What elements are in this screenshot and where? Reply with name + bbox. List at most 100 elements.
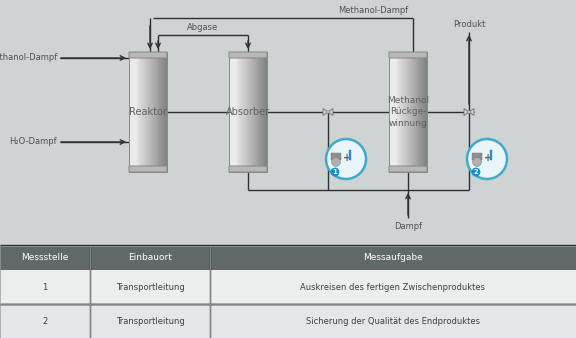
Bar xyxy=(135,52,136,172)
FancyBboxPatch shape xyxy=(389,52,427,58)
Bar xyxy=(413,52,414,172)
Bar xyxy=(249,52,250,172)
Bar xyxy=(253,52,255,172)
Bar xyxy=(165,52,166,172)
Bar xyxy=(419,52,420,172)
FancyBboxPatch shape xyxy=(129,52,167,58)
Text: Methanol
Rückge-
winnung: Methanol Rückge- winnung xyxy=(387,96,429,128)
Bar xyxy=(403,52,404,172)
Bar xyxy=(424,52,425,172)
Bar xyxy=(234,52,236,172)
Bar xyxy=(243,52,244,172)
Bar xyxy=(156,52,157,172)
Bar xyxy=(245,52,246,172)
Bar xyxy=(238,52,240,172)
Bar xyxy=(399,52,400,172)
Bar xyxy=(242,52,243,172)
Bar xyxy=(331,153,341,160)
Text: Produkt: Produkt xyxy=(453,20,485,29)
Bar xyxy=(422,52,423,172)
Bar xyxy=(132,52,133,172)
Bar xyxy=(154,52,156,172)
Bar xyxy=(266,52,267,172)
Bar xyxy=(407,52,408,172)
Bar xyxy=(393,52,394,172)
Bar xyxy=(229,52,230,172)
Bar xyxy=(490,150,492,160)
Text: Absorber: Absorber xyxy=(226,107,270,117)
Circle shape xyxy=(327,111,329,113)
Bar xyxy=(397,52,399,172)
Bar xyxy=(247,52,248,172)
Bar xyxy=(389,52,427,172)
Bar xyxy=(0,246,576,338)
Text: H₂O-Dampf: H₂O-Dampf xyxy=(9,138,57,146)
Bar xyxy=(241,52,242,172)
Bar xyxy=(229,52,267,172)
Bar xyxy=(0,245,576,246)
Bar xyxy=(144,52,145,172)
Bar xyxy=(400,52,401,172)
Bar xyxy=(131,52,132,172)
Bar xyxy=(402,52,403,172)
Bar xyxy=(0,0,576,245)
Bar xyxy=(153,52,154,172)
Circle shape xyxy=(467,139,507,179)
Bar xyxy=(0,270,576,304)
Text: Transportleitung: Transportleitung xyxy=(116,283,184,291)
Bar xyxy=(349,150,351,160)
Circle shape xyxy=(472,158,482,166)
Circle shape xyxy=(332,158,340,166)
FancyBboxPatch shape xyxy=(129,166,167,172)
Bar xyxy=(133,52,134,172)
Bar xyxy=(257,52,259,172)
Bar xyxy=(410,52,411,172)
Text: Dampf: Dampf xyxy=(394,222,422,231)
Bar xyxy=(129,52,167,172)
Bar xyxy=(149,52,150,172)
Text: 2: 2 xyxy=(473,169,479,175)
Bar xyxy=(262,52,263,172)
Bar xyxy=(136,52,137,172)
Bar xyxy=(0,304,576,338)
Bar xyxy=(237,52,238,172)
Bar xyxy=(151,52,152,172)
Bar xyxy=(392,52,393,172)
Text: Abgase: Abgase xyxy=(187,23,219,32)
Bar xyxy=(405,52,406,172)
Text: Methanol-Dampf: Methanol-Dampf xyxy=(0,53,57,63)
Bar xyxy=(248,52,249,172)
Bar xyxy=(252,52,253,172)
Bar xyxy=(256,52,257,172)
Text: Auskreisen des fertigen Zwischenproduktes: Auskreisen des fertigen Zwischenprodukte… xyxy=(301,283,486,291)
Bar xyxy=(158,52,160,172)
Bar xyxy=(389,52,390,172)
Bar xyxy=(391,52,392,172)
Bar xyxy=(264,52,265,172)
Bar xyxy=(416,52,418,172)
Text: Methanol-Dampf: Methanol-Dampf xyxy=(338,6,408,15)
Bar xyxy=(251,52,252,172)
Bar xyxy=(150,52,151,172)
FancyBboxPatch shape xyxy=(389,166,427,172)
Bar xyxy=(421,52,422,172)
Circle shape xyxy=(472,168,480,176)
Text: Messstelle: Messstelle xyxy=(21,254,69,263)
Bar xyxy=(232,52,233,172)
Bar xyxy=(130,52,131,172)
Text: +: + xyxy=(343,153,351,163)
Bar xyxy=(134,52,135,172)
Bar xyxy=(148,52,149,172)
Text: Transportleitung: Transportleitung xyxy=(116,316,184,325)
Bar xyxy=(394,52,395,172)
Circle shape xyxy=(331,168,339,176)
Bar xyxy=(147,52,148,172)
Bar xyxy=(231,52,232,172)
Bar xyxy=(415,52,416,172)
Text: 2: 2 xyxy=(43,316,48,325)
Bar xyxy=(404,52,405,172)
Bar xyxy=(142,52,143,172)
Bar xyxy=(157,52,158,172)
Bar xyxy=(230,52,231,172)
Bar xyxy=(250,52,251,172)
